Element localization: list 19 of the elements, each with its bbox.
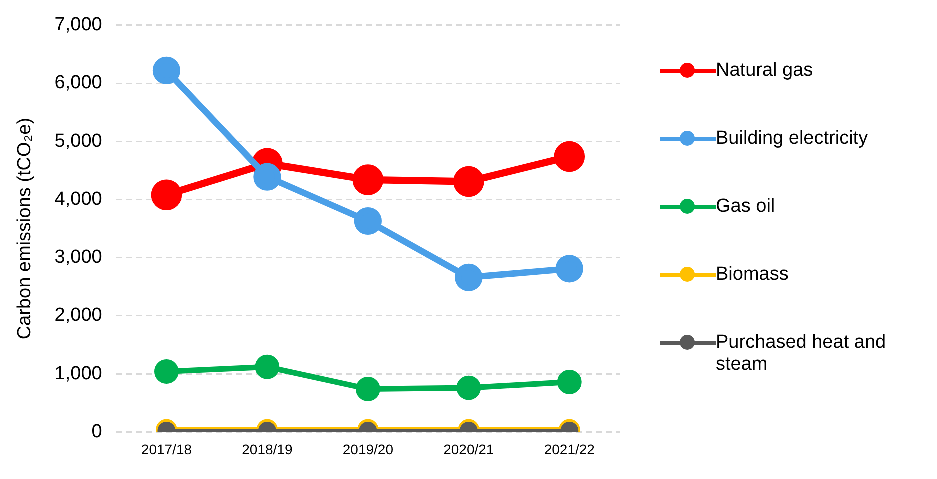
- x-tick-label: 2017/18: [141, 441, 192, 458]
- y-tick-label: 1,000: [54, 363, 102, 384]
- y-axis-title: Carbon emissions (tCO₂e): [14, 118, 36, 340]
- legend-label: Gas oil: [716, 196, 776, 218]
- y-tick-label: 7,000: [54, 14, 102, 36]
- y-tick-label: 3,000: [54, 247, 102, 268]
- x-tick-label: 2019/20: [342, 441, 394, 458]
- y-tick-label: 2,000: [54, 305, 102, 326]
- legend-label: Purchased heat and steam: [716, 332, 888, 376]
- legend-label: Natural gas: [716, 60, 814, 82]
- legend-label: Building electricity: [716, 128, 868, 150]
- x-tick-label: 2021/22: [544, 441, 596, 458]
- y-tick-label: 6,000: [54, 72, 102, 94]
- y-tick-label: 4,000: [54, 188, 102, 210]
- x-tick-label: 2020/21: [444, 441, 494, 458]
- legend-label: Biomass: [716, 264, 789, 286]
- x-tick-label: 2018/19: [242, 441, 293, 458]
- y-tick-label: 0: [92, 421, 102, 442]
- y-tick-label: 5,000: [54, 130, 102, 152]
